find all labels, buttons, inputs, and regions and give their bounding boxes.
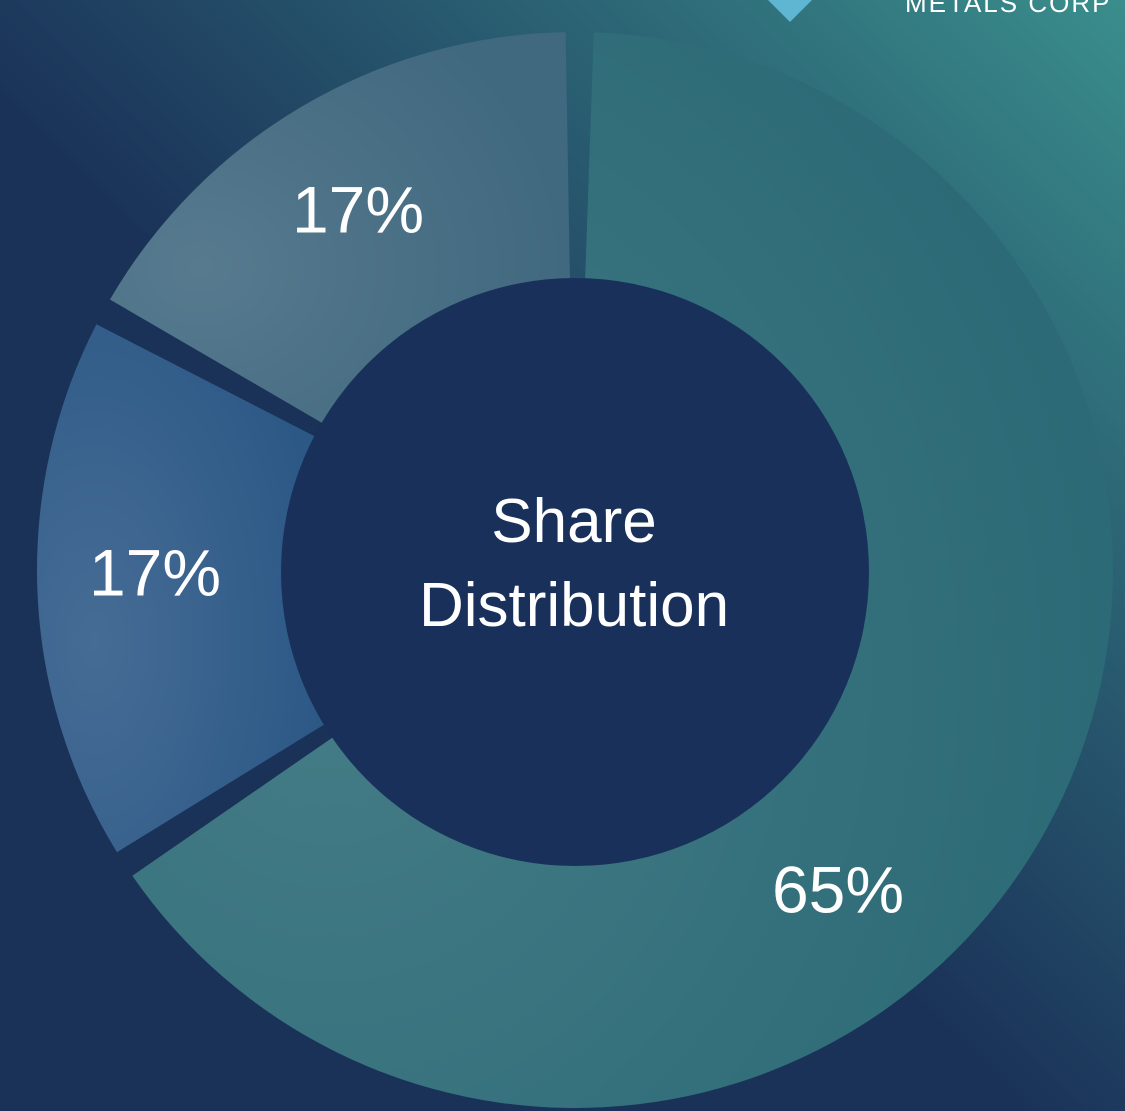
logo-icon <box>768 0 812 22</box>
donut <box>37 32 1114 1108</box>
logo-text: METALS CORP <box>905 0 1111 18</box>
segment-shade <box>37 324 329 853</box>
segment-shade <box>132 32 1114 1108</box>
segment-shade <box>109 32 570 425</box>
donut-hole <box>281 278 869 866</box>
data-label: 17% <box>89 535 221 609</box>
center-title: Share Distribution <box>418 487 730 640</box>
data-label: 17% <box>292 172 424 246</box>
data-label: 65% <box>772 852 904 926</box>
